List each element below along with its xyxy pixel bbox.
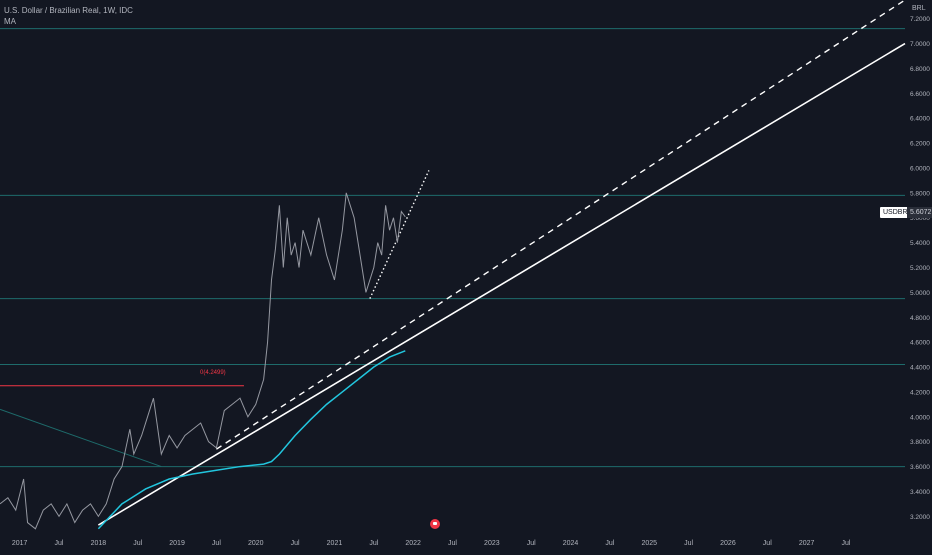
x-tick-label: 2023	[484, 540, 500, 547]
diagonal-ray-line[interactable]	[0, 408, 162, 468]
y-tick-label: 7.2000	[910, 16, 930, 23]
x-tick-label: 2025	[641, 540, 657, 547]
y-tick-label: 5.6000	[910, 215, 930, 222]
price-series-line[interactable]	[0, 192, 406, 530]
x-tick-label: Jul	[684, 540, 693, 547]
x-tick-label: 2019	[169, 540, 185, 547]
x-tick-label: 2018	[91, 540, 107, 547]
indicator-label[interactable]: MA	[4, 17, 16, 26]
currency-label: BRL	[912, 5, 926, 12]
y-tick-label: 4.2000	[910, 389, 930, 396]
trend-line-dotted[interactable]	[369, 170, 430, 299]
y-tick-label: 4.4000	[910, 365, 930, 372]
chart-legend: U.S. Dollar / Brazilian Real, 1W, IDC MA	[4, 5, 133, 27]
y-tick-label: 6.8000	[910, 66, 930, 73]
y-tick-label: 4.0000	[910, 414, 930, 421]
y-tick-label: 5.4000	[910, 240, 930, 247]
x-tick-label: 2026	[720, 540, 736, 547]
x-tick-label: 2017	[12, 540, 28, 547]
y-tick-label: 6.0000	[910, 165, 930, 172]
y-tick-label: 6.4000	[910, 116, 930, 123]
x-tick-label: Jul	[133, 540, 142, 547]
y-tick-label: 5.2000	[910, 265, 930, 272]
x-tick-label: Jul	[448, 540, 457, 547]
x-tick-label: 2020	[248, 540, 264, 547]
y-tick-label: 5.8000	[910, 190, 930, 197]
y-tick-label: 6.6000	[910, 91, 930, 98]
annotation-label[interactable]: 0(4.2499)	[200, 370, 226, 376]
x-tick-label: 2024	[563, 540, 579, 547]
x-tick-label: Jul	[605, 540, 614, 547]
trend-line-dashed[interactable]	[216, 0, 906, 450]
x-tick-label: 2027	[799, 540, 815, 547]
last-price-value-tag: 5.6072	[907, 207, 932, 218]
y-tick-label: 3.8000	[910, 439, 930, 446]
x-tick-label: 2022	[405, 540, 421, 547]
x-tick-label: Jul	[291, 540, 300, 547]
event-flag-icon[interactable]	[430, 519, 440, 529]
y-tick-label: 3.2000	[910, 514, 930, 521]
x-tick-label: 2021	[327, 540, 343, 547]
y-tick-label: 6.2000	[910, 141, 930, 148]
x-tick-label: Jul	[763, 540, 772, 547]
y-tick-label: 5.0000	[910, 290, 930, 297]
x-tick-label: Jul	[369, 540, 378, 547]
y-tick-label: 4.6000	[910, 340, 930, 347]
x-tick-label: Jul	[527, 540, 536, 547]
x-tick-label: Jul	[55, 540, 64, 547]
y-tick-label: 7.0000	[910, 41, 930, 48]
x-tick-label: Jul	[212, 540, 221, 547]
last-price-symbol-tag: USDBRL	[880, 207, 915, 218]
y-tick-label: 3.6000	[910, 464, 930, 471]
y-tick-label: 3.4000	[910, 489, 930, 496]
ma-series-line[interactable]	[97, 350, 406, 530]
y-tick-label: 4.8000	[910, 315, 930, 322]
trend-line-solid[interactable]	[97, 42, 906, 526]
x-tick-label: Jul	[842, 540, 851, 547]
symbol-title: U.S. Dollar / Brazilian Real, 1W, IDC	[4, 6, 133, 15]
